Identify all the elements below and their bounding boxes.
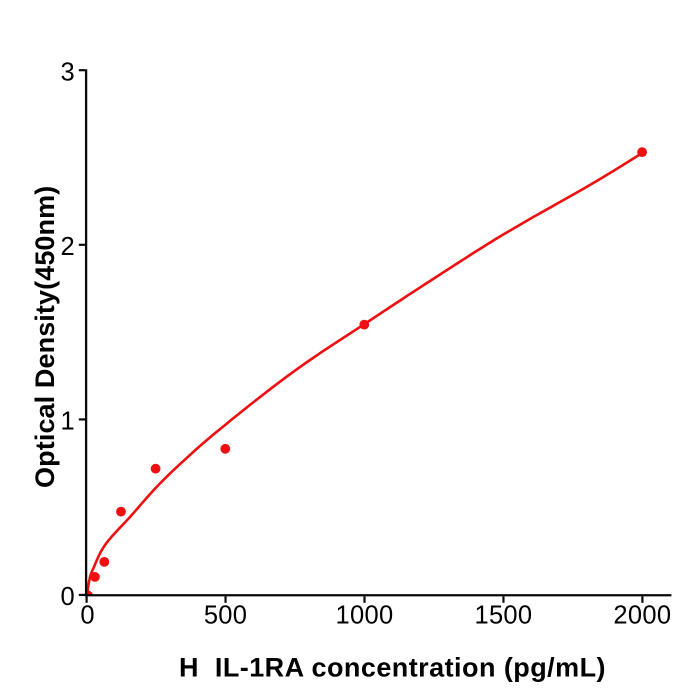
svg-text:H IL-1RA concentration (pg/mL: H IL-1RA concentration (pg/mL) bbox=[179, 652, 606, 682]
svg-text:1500: 1500 bbox=[474, 602, 532, 630]
svg-text:500: 500 bbox=[204, 602, 247, 630]
svg-text:2: 2 bbox=[61, 233, 75, 261]
svg-text:0: 0 bbox=[61, 583, 75, 611]
svg-text:2000: 2000 bbox=[613, 602, 671, 630]
svg-text:3: 3 bbox=[61, 59, 75, 87]
svg-text:1000: 1000 bbox=[336, 602, 394, 630]
svg-text:0: 0 bbox=[80, 602, 94, 630]
svg-text:Optical Density(450nm): Optical Density(450nm) bbox=[30, 186, 60, 488]
svg-text:1: 1 bbox=[61, 408, 75, 436]
